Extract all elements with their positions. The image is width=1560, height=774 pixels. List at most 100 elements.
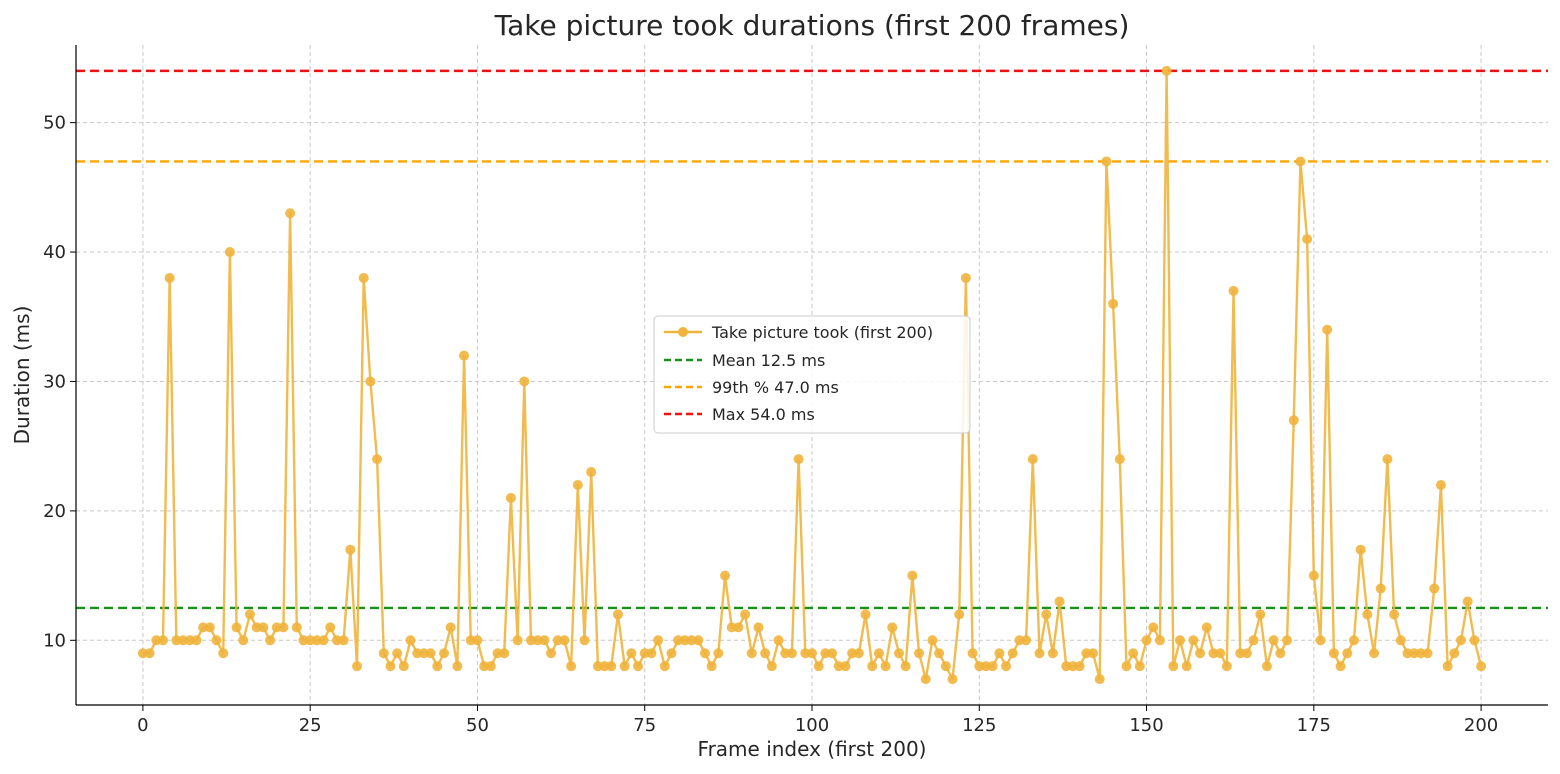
data-point [291, 622, 302, 633]
data-point [157, 635, 168, 646]
x-tick-label: 125 [962, 715, 996, 736]
data-point [459, 350, 470, 361]
data-point [1295, 156, 1306, 167]
x-tick-label: 150 [1129, 715, 1163, 736]
data-point [1435, 480, 1446, 490]
data-point [1201, 622, 1212, 633]
data-point [1121, 661, 1132, 672]
data-point [659, 661, 670, 672]
data-point [746, 648, 757, 659]
legend-label-mean: Mean 12.5 ms [712, 351, 825, 370]
data-point [840, 661, 851, 672]
data-point [1322, 324, 1333, 335]
data-point [927, 635, 938, 646]
data-point [144, 648, 155, 659]
data-point [1362, 609, 1373, 620]
data-point [1181, 661, 1192, 672]
data-point [1134, 661, 1145, 672]
data-point [452, 661, 463, 672]
data-point [706, 661, 717, 672]
data-point [1154, 635, 1165, 646]
data-point [1261, 661, 1272, 672]
data-point [559, 635, 570, 646]
x-tick-label: 50 [466, 715, 489, 736]
data-point [519, 376, 530, 387]
data-point [1282, 635, 1293, 646]
data-point [699, 648, 710, 659]
data-point [646, 648, 657, 659]
data-point [1148, 622, 1159, 633]
data-point [1168, 661, 1179, 672]
data-point [606, 661, 617, 672]
data-point [1348, 635, 1359, 646]
data-point [586, 467, 597, 478]
data-point [873, 648, 884, 659]
data-point [485, 661, 496, 672]
data-point [1429, 583, 1440, 594]
data-point [385, 661, 396, 672]
legend: Take picture took (first 200) Mean 12.5 … [653, 315, 971, 434]
data-point [1195, 648, 1206, 659]
data-point [224, 247, 235, 258]
data-point [1034, 648, 1045, 659]
y-tick-label: 30 [43, 371, 66, 392]
data-point [285, 208, 296, 219]
data-point [539, 635, 550, 646]
data-point [218, 648, 229, 659]
data-point [378, 648, 389, 659]
data-point [740, 609, 751, 620]
data-point [827, 648, 838, 659]
data-point [191, 635, 202, 646]
data-point [893, 648, 904, 659]
data-point [1476, 661, 1487, 672]
data-point [1469, 635, 1480, 646]
data-point [432, 661, 443, 672]
data-point [786, 648, 797, 659]
data-point [967, 648, 978, 659]
data-point [265, 635, 276, 646]
data-point [572, 480, 583, 490]
data-point [1462, 596, 1473, 607]
data-point [445, 622, 456, 633]
data-point [472, 635, 483, 646]
x-tick-label: 175 [1297, 715, 1331, 736]
data-point [1308, 570, 1319, 581]
data-point [633, 661, 644, 672]
data-point [612, 609, 623, 620]
x-tick-label: 100 [795, 715, 829, 736]
data-point [760, 648, 771, 659]
data-point [345, 544, 356, 555]
data-point [1128, 648, 1139, 659]
data-point [566, 661, 577, 672]
data-point [1268, 635, 1279, 646]
data-point [1241, 648, 1252, 659]
data-point [1389, 609, 1400, 620]
data-point [1161, 65, 1172, 76]
axes: 0 25 50 75 100 125 150 175 200 10 20 30 40 50 [43, 45, 1548, 736]
data-point [954, 609, 965, 620]
data-point [1101, 156, 1112, 167]
data-point [1328, 648, 1339, 659]
data-point [887, 622, 898, 633]
data-point [713, 648, 724, 659]
legend-label-max: Max 54.0 ms [712, 405, 815, 424]
data-point [318, 635, 329, 646]
data-point [693, 635, 704, 646]
data-point [1255, 609, 1266, 620]
data-point [1141, 635, 1152, 646]
data-point [920, 674, 931, 685]
data-point [666, 648, 677, 659]
data-point [258, 622, 269, 633]
data-point [1114, 454, 1125, 465]
data-point [1041, 609, 1052, 620]
x-tick-label: 200 [1464, 715, 1498, 736]
data-point [947, 674, 958, 685]
series [137, 65, 1487, 685]
data-point [499, 648, 510, 659]
x-tick-label: 0 [137, 715, 148, 736]
data-point [358, 272, 369, 283]
data-point [164, 272, 175, 283]
data-point [619, 661, 630, 672]
data-point [512, 635, 523, 646]
